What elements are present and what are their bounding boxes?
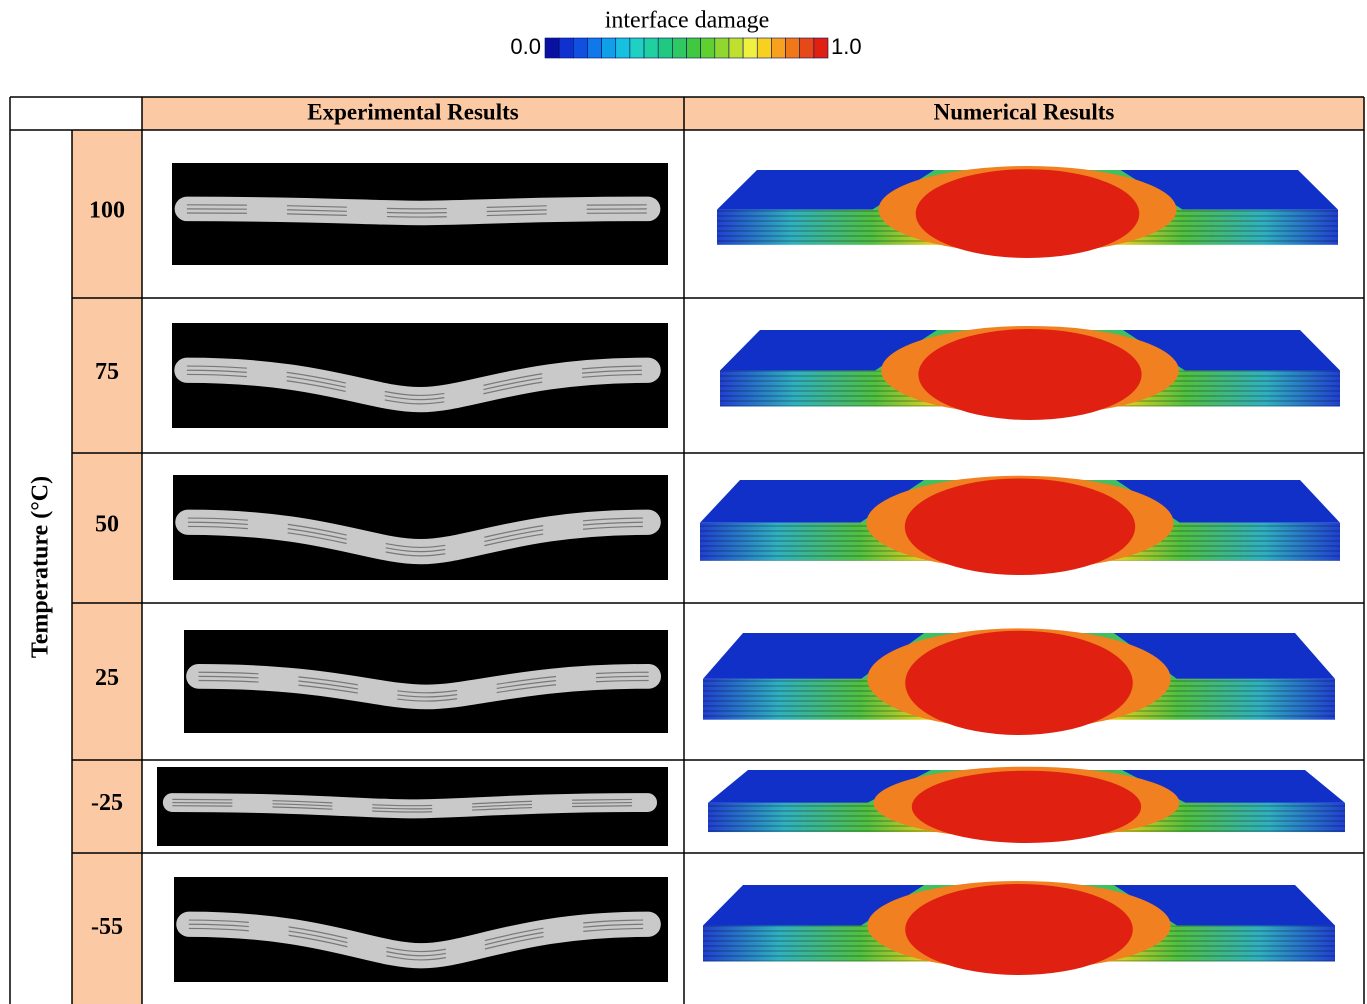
rows: 100 75 50 25 -25 -55 [72, 163, 1364, 982]
specimen [187, 209, 648, 213]
damage-core [918, 329, 1141, 420]
colorbar-segment [800, 38, 814, 58]
row-label: 25 [95, 665, 119, 691]
header-cell: Numerical Results [934, 99, 1115, 124]
colorbar-segment [729, 38, 743, 58]
damage-core [905, 479, 1135, 576]
colorbar-min: 0.0 [510, 34, 541, 59]
colorbar-segment [630, 38, 644, 58]
row-group-label: Temperature (°C) [28, 476, 54, 658]
row-label: 100 [89, 198, 125, 224]
colorbar-segment [545, 38, 559, 58]
colorbar-segment [786, 38, 800, 58]
colorbar [545, 38, 828, 58]
colorbar-segment [573, 38, 587, 58]
colorbar-segment [658, 38, 672, 58]
colorbar-segment [701, 38, 715, 58]
damage-core [912, 771, 1141, 843]
colorbar-max: 1.0 [831, 34, 862, 59]
colorbar-segment [672, 38, 686, 58]
row-label: 50 [95, 512, 119, 538]
colorbar-segment [687, 38, 701, 58]
colorbar-segment [616, 38, 630, 58]
colorbar-segment [715, 38, 729, 58]
colorbar-segment [743, 38, 757, 58]
figure: interface damage 0.0 1.0 Experimental Re… [0, 0, 1367, 1004]
damage-core [916, 169, 1140, 258]
colorbar-segment [757, 38, 771, 58]
row-label: -25 [91, 790, 123, 816]
colorbar-segment [814, 38, 828, 58]
row-label: -55 [91, 914, 123, 940]
colorbar-title: interface damage [605, 8, 770, 34]
damage-core [905, 884, 1133, 975]
row-label: 75 [95, 359, 119, 385]
header-cell: Experimental Results [307, 99, 519, 124]
colorbar-segment [602, 38, 616, 58]
colorbar-segment [587, 38, 601, 58]
colorbar-segment [644, 38, 658, 58]
damage-core [905, 631, 1133, 735]
colorbar-segment [771, 38, 785, 58]
colorbar-segment [559, 38, 573, 58]
